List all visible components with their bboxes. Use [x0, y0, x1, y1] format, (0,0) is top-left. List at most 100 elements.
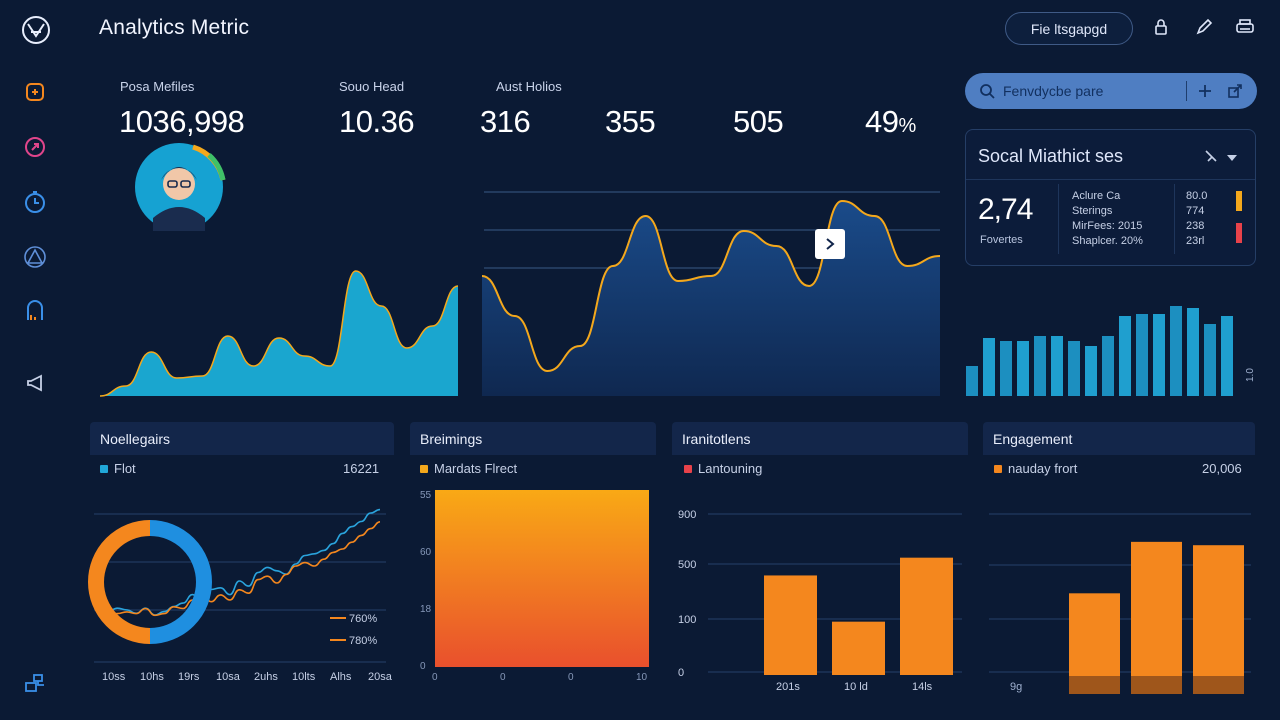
stat-value: 80.0 — [1186, 190, 1208, 202]
mini-bar — [1204, 324, 1216, 396]
legend-label: Mardats Flrect — [434, 461, 518, 476]
legend-label: nauday frort — [1008, 461, 1078, 476]
brand-logo-icon[interactable] — [20, 14, 52, 46]
mini-bar — [1068, 341, 1080, 396]
y-tick-label: 18 — [420, 604, 432, 615]
metric-value-1: 1036,998 — [119, 104, 245, 139]
y-tick-label: 0 — [678, 667, 684, 679]
x-tick-label: 201s — [776, 681, 800, 693]
chevron-right-icon — [826, 238, 835, 250]
panel4-chart: 9g — [989, 513, 1251, 694]
divider — [1174, 184, 1175, 254]
metric-value-6: 49% — [865, 104, 916, 140]
y-tick-label: 900 — [678, 509, 696, 521]
line-series — [107, 521, 381, 618]
bar-base — [1131, 676, 1182, 694]
legend-label: Flot — [114, 461, 136, 476]
avatar[interactable] — [131, 140, 229, 234]
panel-value: 16221 — [343, 461, 380, 476]
bar — [900, 557, 953, 675]
x-tick-label: 0 — [500, 672, 506, 683]
panel-header: Iranitotlens — [672, 422, 968, 455]
x-tick-label: 10 — [636, 672, 648, 683]
mini-bar — [1000, 341, 1012, 396]
mini-bar — [966, 366, 978, 396]
x-tick-label: 0 — [568, 672, 574, 683]
filter-icon[interactable] — [1204, 149, 1218, 168]
metric-label-2: Souo Head — [339, 79, 405, 94]
megaphone-icon[interactable] — [18, 366, 52, 400]
y-tick-label: 100 — [678, 614, 696, 626]
search-bar[interactable]: Fenvdycbe pare — [965, 73, 1257, 109]
hero-right-line — [481, 199, 941, 373]
donut-segment — [149, 520, 212, 644]
lock-icon[interactable] — [1150, 16, 1172, 38]
stat-label: MirFees: 2015 — [1072, 220, 1143, 232]
panel-header: Breimings — [410, 422, 656, 455]
panel-legend: nauday frort — [994, 461, 1077, 476]
pen-icon[interactable] — [1193, 16, 1215, 38]
chevron-down-icon[interactable] — [1226, 150, 1238, 168]
metric-value-4: 355 — [605, 104, 656, 139]
social-metrics-card: Socal Miathict ses 2,74 Fovertes Aclure … — [965, 129, 1256, 266]
header-action-button[interactable]: Fie ltsgapgd — [1005, 12, 1133, 45]
stat-value: 238 — [1186, 220, 1205, 232]
panel-legend: Lantouning — [684, 461, 762, 476]
legend-swatch — [420, 464, 428, 473]
chart-icon[interactable] — [18, 295, 52, 329]
x-tick-label: 14ls — [912, 681, 933, 693]
x-tick-label: 2uhs — [254, 671, 278, 683]
printer-icon[interactable] — [1234, 16, 1256, 38]
divider — [966, 179, 1255, 180]
triangle-alert-icon[interactable] — [18, 240, 52, 274]
donut-segment — [88, 520, 151, 644]
x-tick-label: 10lts — [292, 671, 316, 683]
x-tick-label: 10ss — [102, 671, 126, 683]
timer-icon[interactable] — [18, 185, 52, 219]
mini-bar — [1119, 316, 1131, 396]
hero-left-line — [99, 270, 459, 397]
x-tick-label: 19rs — [178, 671, 200, 683]
share-icon[interactable] — [1227, 83, 1243, 99]
x-tick-label: 10sa — [216, 671, 241, 683]
search-input[interactable]: Fenvdycbe pare — [1003, 83, 1104, 99]
legend-label: Lantouning — [698, 461, 763, 476]
mini-bar — [1136, 314, 1148, 396]
axis-label: 9g — [1010, 681, 1022, 693]
mini-bar — [1170, 306, 1182, 396]
x-tick-label: 20sa — [368, 671, 393, 683]
y-tick-label: 60 — [420, 547, 432, 558]
y-tick-label: 500 — [678, 559, 696, 571]
network-icon[interactable] — [18, 666, 52, 700]
bar — [1193, 545, 1244, 694]
search-icon — [980, 84, 995, 99]
legend-swatch — [684, 464, 692, 473]
metric-value-6-suffix: % — [898, 115, 916, 137]
x-tick-label: 10hs — [140, 671, 164, 683]
series-label: 760% — [349, 613, 377, 625]
bar-base — [1069, 676, 1120, 694]
y-tick-label: 0 — [420, 661, 426, 672]
mini-bar — [1051, 336, 1063, 396]
stat-indicator-bar — [1236, 191, 1242, 211]
bar — [1131, 541, 1182, 694]
play-button[interactable] — [815, 229, 845, 259]
panel-value: 20,006 — [1202, 461, 1242, 476]
social-big-label: Fovertes — [980, 234, 1023, 246]
circle-arrow-icon[interactable] — [18, 130, 52, 164]
metric-value-2: 10.36 — [339, 104, 415, 139]
mini-bar — [1034, 336, 1046, 396]
hero-area-chart — [99, 191, 941, 397]
plus-icon[interactable] — [1197, 83, 1213, 99]
social-big-value: 2,74 — [978, 193, 1033, 226]
mini-bar — [1221, 316, 1233, 396]
panel-header: Engagement — [983, 422, 1255, 455]
panel3-chart: 900 500 100 0 201s 10 ld 14ls — [678, 509, 962, 693]
mini-bar — [1102, 336, 1114, 396]
mini-bar-axis-label: 1.0 — [1245, 368, 1256, 382]
notes-icon[interactable] — [18, 75, 52, 109]
legend-swatch — [100, 464, 108, 473]
legend-swatch — [994, 464, 1002, 473]
x-tick-label: Alhs — [330, 671, 352, 683]
